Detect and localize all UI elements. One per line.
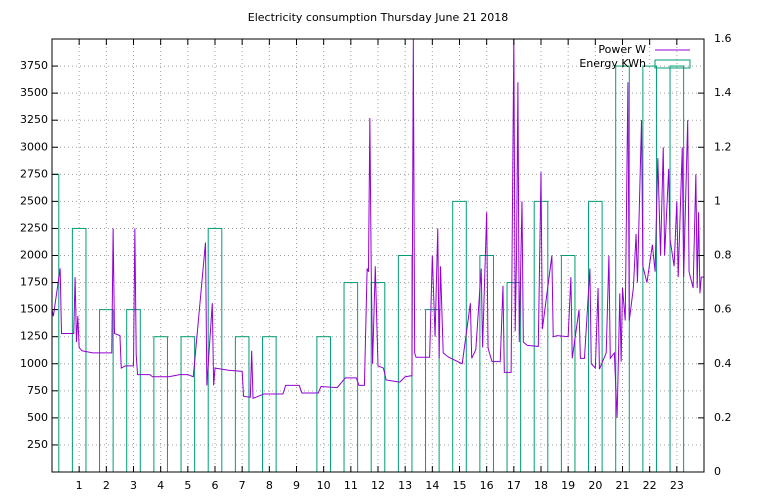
x-tick-label: 19 [561,479,575,492]
y2-tick-label: 0.8 [714,249,732,262]
y-tick-label: 2500 [20,194,48,207]
energy-box [316,336,331,472]
energy-box [126,309,141,472]
y-tick-label: 2250 [20,221,48,234]
x-tick-label: 5 [184,479,191,492]
x-tick-label: 3 [130,479,137,492]
x-tick-label: 10 [317,479,331,492]
x-tick-label: 11 [344,479,358,492]
energy-box [153,336,168,472]
chart-title: Electricity consumption Thursday June 21… [248,11,508,24]
energy-box [180,336,196,472]
x-tick-label: 7 [239,479,246,492]
x-tick-label: 2 [103,479,110,492]
y2-tick-label: 1 [714,194,721,207]
y-tick-label: 500 [27,411,48,424]
legend-swatch [654,59,691,69]
energy-box [262,336,277,472]
y2-tick-label: 1.4 [714,86,732,99]
y2-tick-label: 0.6 [714,303,732,316]
x-tick-label: 20 [588,479,602,492]
y2-tick-label: 0.2 [714,411,732,424]
y-tick-label: 2750 [20,167,48,180]
y-tick-label: 1000 [20,357,48,370]
y-tick-label: 1500 [20,303,48,316]
x-tick-label: 1 [76,479,83,492]
y2-tick-label: 0 [714,465,721,478]
y-tick-label: 1750 [20,276,48,289]
y-tick-label: 750 [27,384,48,397]
y-tick-label: 3000 [20,140,48,153]
x-tick-label: 18 [534,479,548,492]
x-tick-label: 6 [212,479,219,492]
energy-box [588,200,603,472]
energy-box [425,309,440,472]
legend-label: Energy KWh [579,57,646,70]
power-line [52,39,704,418]
x-tick-label: 21 [616,479,630,492]
x-tick-label: 16 [480,479,494,492]
y2-tick-label: 0.4 [714,357,732,370]
y2-tick-label: 1.6 [714,32,732,45]
x-tick-label: 13 [398,479,412,492]
y-tick-label: 3750 [20,59,48,72]
x-tick-label: 4 [157,479,164,492]
x-tick-label: 8 [266,479,273,492]
energy-box [207,227,223,472]
x-tick-label: 22 [643,479,657,492]
energy-box [52,173,60,472]
plot-area [52,39,704,472]
y-tick-label: 250 [27,438,48,451]
energy-box [506,282,522,472]
energy-box [560,255,576,472]
energy-box [234,336,250,472]
y-tick-label: 1250 [20,330,48,343]
x-tick-label: 12 [371,479,385,492]
y2-tick-label: 1.2 [714,140,732,153]
x-tick-label: 14 [425,479,439,492]
y-tick-label: 3250 [20,113,48,126]
grid [52,39,704,472]
x-tick-label: 23 [670,479,684,492]
x-tick-label: 15 [453,479,467,492]
energy-box [370,282,386,472]
x-tick-label: 9 [293,479,300,492]
energy-box [343,282,359,472]
legend-label: Power W [598,43,646,56]
y-tick-label: 2000 [20,249,48,262]
energy-box [71,227,87,472]
energy-box [99,309,114,472]
x-tick-label: 17 [507,479,521,492]
y-tick-label: 3500 [20,86,48,99]
energy-box [642,65,657,472]
